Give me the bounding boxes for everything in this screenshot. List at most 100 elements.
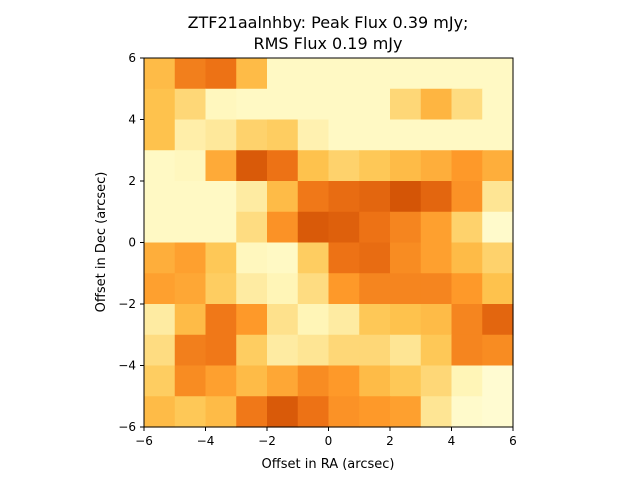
heatmap-cell — [482, 181, 514, 213]
heatmap-cell — [420, 365, 453, 397]
y-axis-ticks: −6 −4 −2 0 2 4 6 — [118, 51, 144, 434]
heatmap-cell — [236, 365, 268, 397]
x-tick-label: 4 — [448, 434, 456, 448]
heatmap-cell — [482, 150, 514, 182]
heatmap-cell — [451, 273, 483, 305]
heatmap-cell — [482, 242, 514, 274]
heatmap-cell — [420, 334, 453, 367]
heatmap-cell — [236, 88, 268, 121]
heatmap-cell — [328, 119, 360, 151]
heatmap-cell — [144, 273, 176, 305]
heatmap-cell — [328, 88, 360, 121]
heatmap-cell — [482, 273, 514, 305]
heatmap-cell — [420, 150, 453, 182]
heatmap-cell — [482, 119, 514, 151]
heatmap-cell — [451, 58, 483, 90]
y-tick-label: −6 — [118, 420, 136, 434]
heatmap-cell — [359, 334, 391, 367]
heatmap-cell — [236, 242, 268, 274]
heatmap-cell — [451, 88, 483, 121]
heatmap-cell — [297, 242, 330, 274]
heatmap-cell — [297, 119, 330, 151]
x-tick-label: 6 — [509, 434, 517, 448]
heatmap-cell — [267, 58, 299, 90]
heatmap-cell — [359, 396, 391, 428]
heatmap-cell — [297, 181, 330, 213]
heatmap-cell — [482, 304, 514, 336]
heatmap-cell — [359, 304, 391, 336]
heatmap-cell — [359, 181, 391, 213]
heatmap-cell — [328, 273, 360, 305]
heatmap-cell — [267, 242, 299, 274]
x-axis-ticks: −6 −4 −2 0 2 4 6 — [135, 427, 517, 448]
heatmap-cell — [451, 334, 483, 367]
heatmap-cell — [144, 396, 176, 428]
heatmap-cell — [390, 273, 422, 305]
heatmap-cell — [359, 211, 391, 244]
heatmap-cell — [359, 273, 391, 305]
heatmap-cell — [328, 365, 360, 397]
heatmap-cell — [205, 211, 237, 244]
heatmap-cell — [205, 58, 237, 90]
heatmap-cell — [267, 273, 299, 305]
x-tick-label: 2 — [386, 434, 394, 448]
heatmap-cell — [390, 181, 422, 213]
heatmap-cell — [451, 365, 483, 397]
heatmap-cell — [236, 150, 268, 182]
heatmap-cell — [144, 181, 176, 213]
heatmap-cell — [297, 211, 330, 244]
heatmap-cell — [297, 304, 330, 336]
heatmap-cell — [174, 365, 207, 397]
heatmap-cell — [267, 181, 299, 213]
heatmap-cell — [482, 58, 514, 90]
heatmap-cell — [144, 304, 176, 336]
heatmap-cell — [451, 396, 483, 428]
heatmap-cell — [390, 242, 422, 274]
heatmap-cell — [420, 58, 453, 90]
heatmap-cell — [174, 119, 207, 151]
heatmap-cell — [297, 88, 330, 121]
heatmap-cell — [451, 150, 483, 182]
heatmap-cell — [236, 211, 268, 244]
heatmap-cell — [297, 150, 330, 182]
heatmap-cell — [328, 150, 360, 182]
heatmap-cell — [390, 365, 422, 397]
heatmap-cell — [267, 365, 299, 397]
heatmap-cell — [144, 242, 176, 274]
heatmap-cell — [328, 211, 360, 244]
heatmap-cell — [174, 273, 207, 305]
heatmap-cell — [390, 396, 422, 428]
x-tick-label: −4 — [197, 434, 215, 448]
heatmap-cells — [144, 58, 514, 428]
heatmap-cell — [420, 304, 453, 336]
heatmap-cell — [174, 396, 207, 428]
heatmap-cell — [390, 119, 422, 151]
heatmap-cell — [267, 119, 299, 151]
heatmap-cell — [420, 273, 453, 305]
y-tick-label: 6 — [128, 51, 136, 65]
heatmap-cell — [144, 211, 176, 244]
y-tick-label: −2 — [118, 297, 136, 311]
heatmap-cell — [451, 211, 483, 244]
heatmap-cell — [267, 334, 299, 367]
heatmap-cell — [420, 88, 453, 121]
heatmap-cell — [482, 365, 514, 397]
heatmap-cell — [297, 273, 330, 305]
heatmap-cell — [451, 119, 483, 151]
heatmap-cell — [144, 58, 176, 90]
heatmap-cell — [297, 334, 330, 367]
heatmap-cell — [205, 119, 237, 151]
heatmap-cell — [267, 88, 299, 121]
heatmap-cell — [420, 119, 453, 151]
heatmap-cell — [174, 88, 207, 121]
heatmap-cell — [144, 334, 176, 367]
heatmap-cell — [359, 242, 391, 274]
y-tick-label: 4 — [128, 113, 136, 127]
heatmap-cell — [267, 304, 299, 336]
heatmap-cell — [205, 242, 237, 274]
heatmap-cell — [205, 150, 237, 182]
heatmap-cell — [420, 396, 453, 428]
heatmap-cell — [144, 119, 176, 151]
heatmap-cell — [328, 242, 360, 274]
chart-title-line-2: RMS Flux 0.19 mJy — [254, 34, 403, 53]
